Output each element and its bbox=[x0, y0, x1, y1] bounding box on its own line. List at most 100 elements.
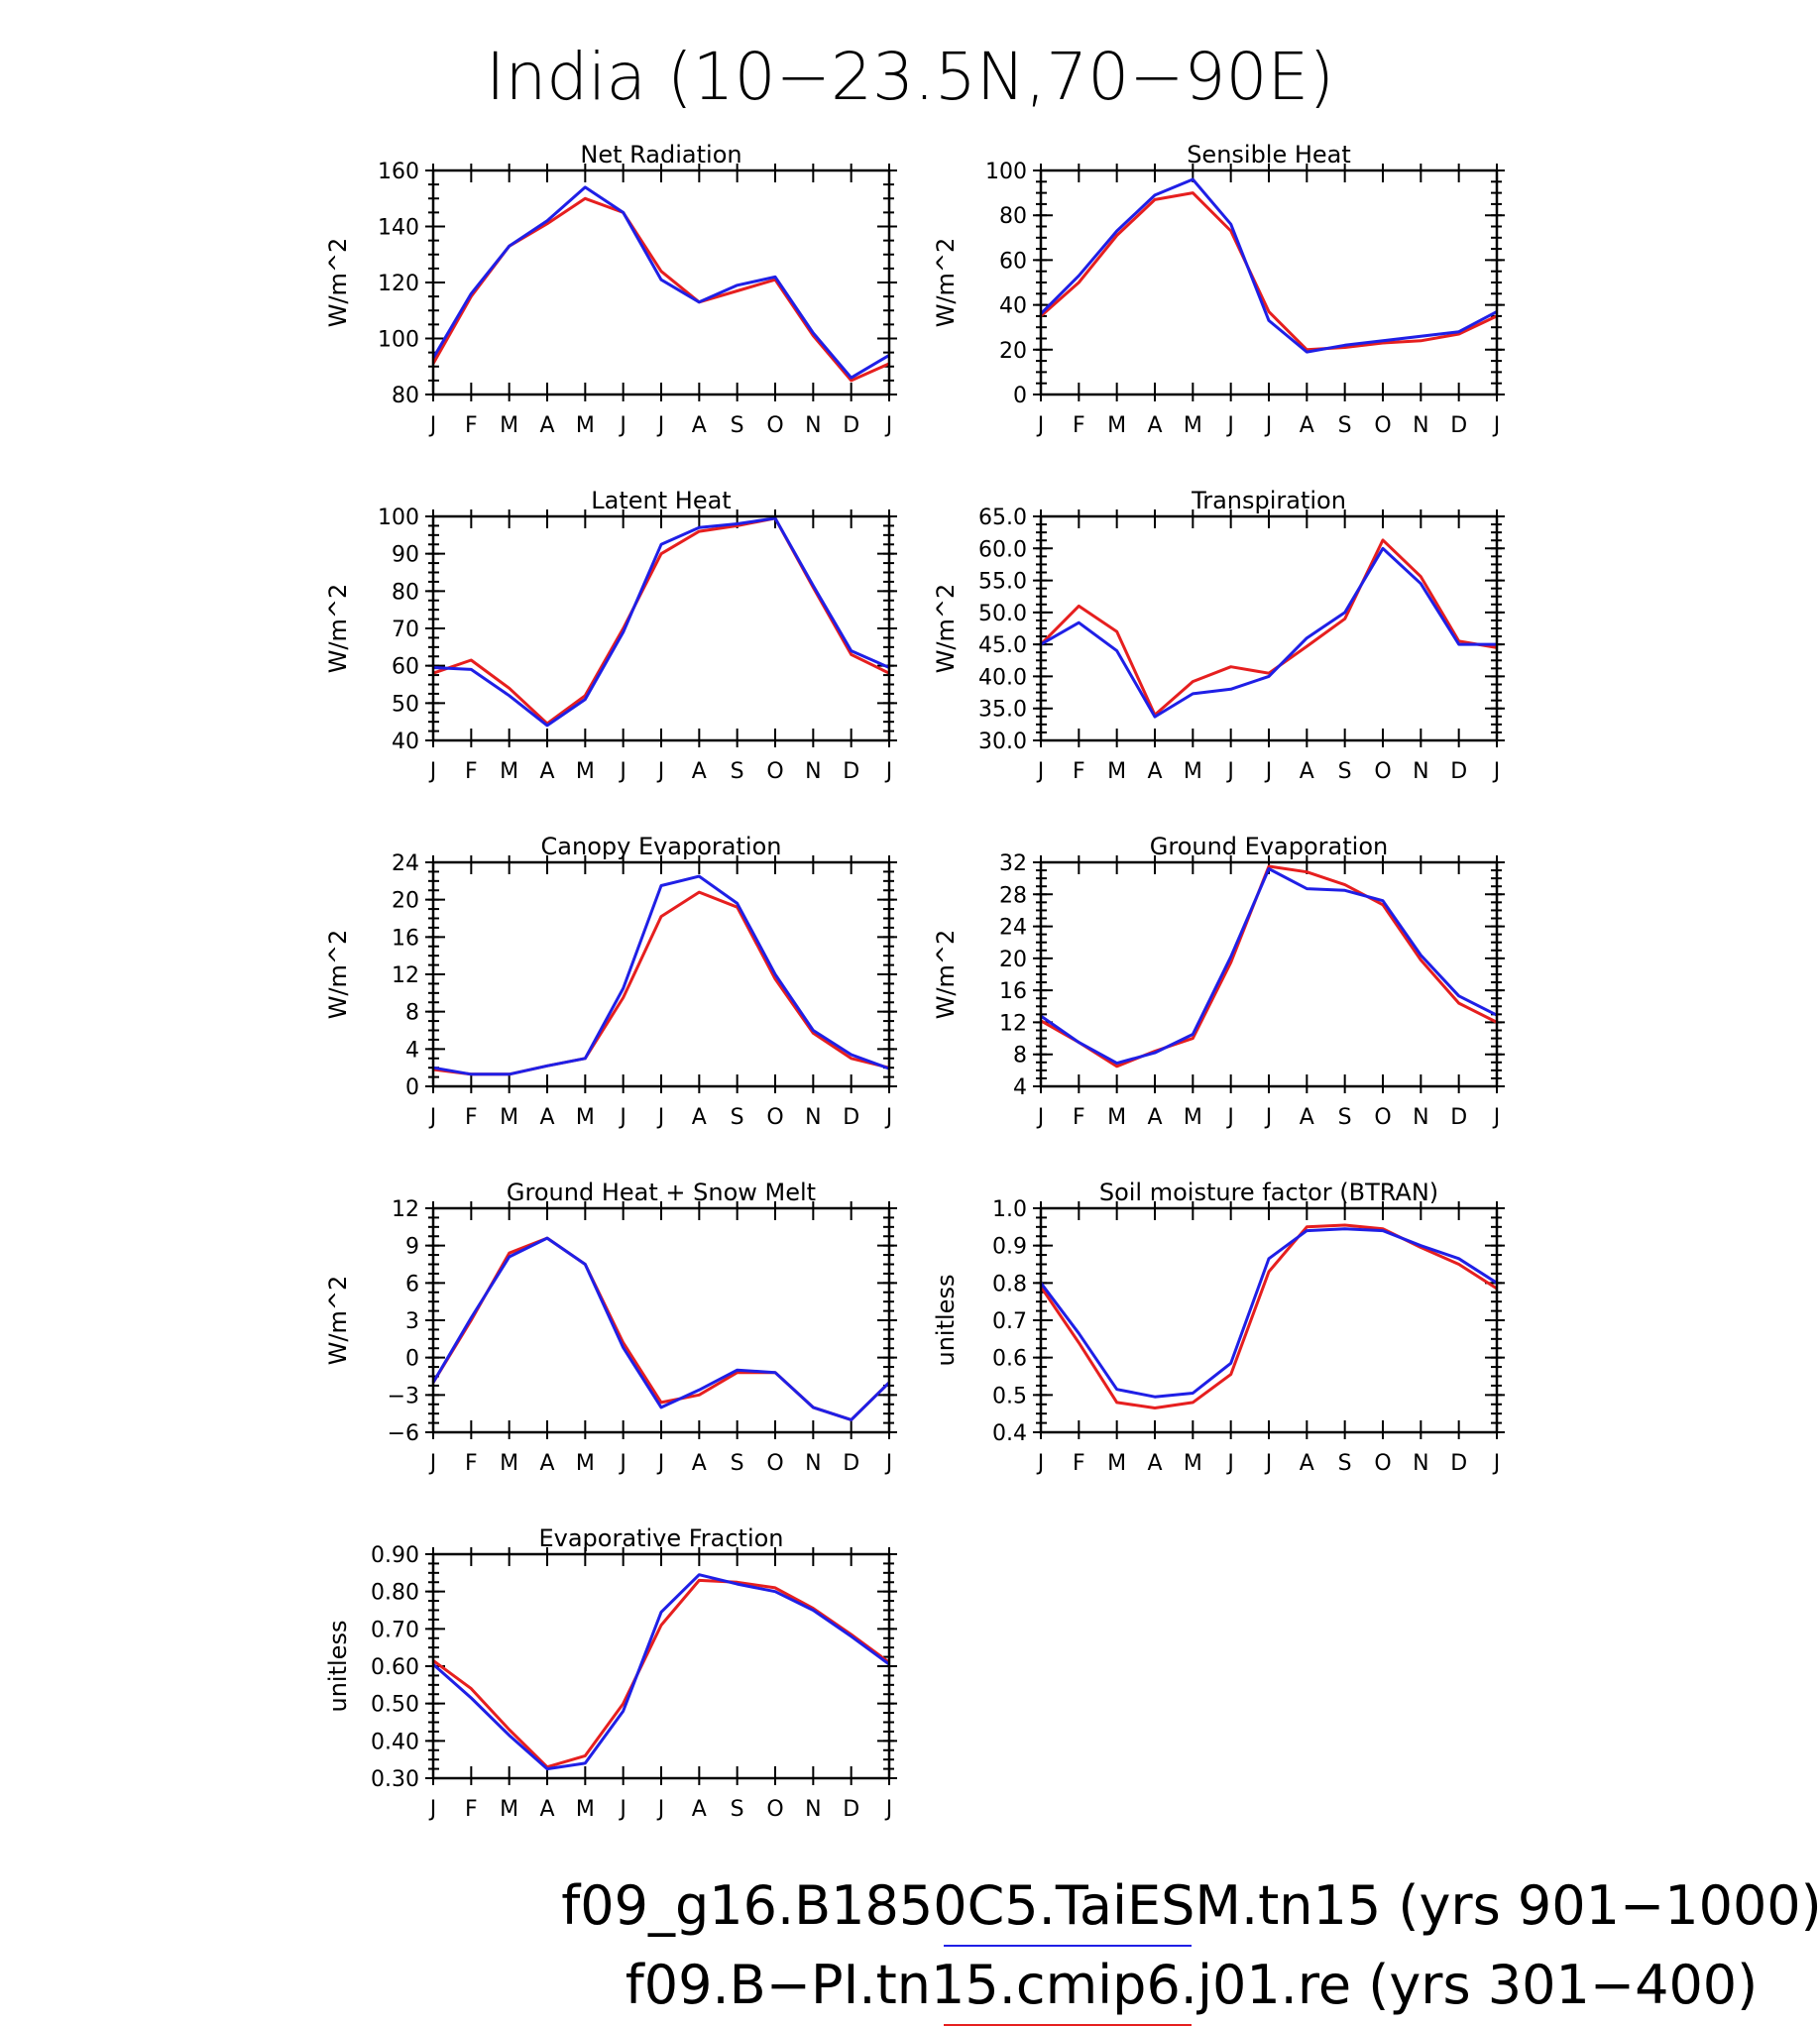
figure-title: India (10−23.5N,70−90E) bbox=[486, 39, 1334, 115]
x-tick-label: A bbox=[692, 1105, 707, 1130]
y-tick-label: 3 bbox=[405, 1309, 419, 1334]
x-tick-label: J bbox=[884, 1451, 893, 1476]
axis-ticks bbox=[1033, 164, 1505, 401]
x-tick-label: S bbox=[1338, 1451, 1352, 1476]
x-tick-label: J bbox=[1492, 1451, 1501, 1476]
x-tick-label: A bbox=[539, 1797, 554, 1822]
series-line-2 bbox=[432, 1573, 890, 1771]
y-axis-label: unitless bbox=[932, 1275, 960, 1367]
x-tick-label: D bbox=[1450, 1105, 1467, 1130]
x-tick-label: J bbox=[1264, 1451, 1273, 1476]
legend-label-2: f09.B−PI.tn15.cmip6.j01.re (yrs 301−400) bbox=[626, 1954, 1758, 2016]
series-line-2 bbox=[431, 185, 890, 380]
x-tick-label: S bbox=[731, 413, 744, 438]
x-tick-label: F bbox=[465, 1105, 478, 1130]
x-tick-label: O bbox=[766, 1451, 783, 1476]
x-tick-label: S bbox=[731, 759, 744, 784]
x-tick-label: A bbox=[692, 1451, 707, 1476]
x-tick-label: J bbox=[656, 759, 665, 784]
x-tick-label: A bbox=[1147, 759, 1162, 784]
y-tick-label: 100 bbox=[985, 160, 1027, 184]
x-tick-label: A bbox=[539, 413, 554, 438]
series-line-1 bbox=[432, 516, 890, 726]
plot-frame bbox=[431, 1206, 891, 1434]
y-tick-label: 0.60 bbox=[371, 1655, 419, 1680]
y-tick-label: 12 bbox=[392, 963, 419, 988]
x-tick-label: S bbox=[1338, 413, 1352, 438]
y-tick-label: 32 bbox=[999, 851, 1027, 876]
y-axis-label: W/m^2 bbox=[932, 930, 960, 1020]
x-tick-label: J bbox=[656, 1451, 665, 1476]
y-tick-label: 0.50 bbox=[371, 1693, 419, 1718]
x-tick-label: J bbox=[884, 1797, 893, 1822]
x-tick-label: J bbox=[1225, 1105, 1234, 1130]
plot-frame bbox=[1039, 514, 1499, 742]
x-tick-label: M bbox=[500, 759, 518, 784]
y-tick-label: 12 bbox=[392, 1197, 419, 1222]
x-tick-label: M bbox=[500, 1797, 518, 1822]
x-tick-label: N bbox=[1413, 1105, 1428, 1130]
y-tick-label: 80 bbox=[999, 204, 1027, 229]
x-tick-label: M bbox=[500, 413, 518, 438]
x-tick-label: D bbox=[1450, 413, 1467, 438]
series-line-1 bbox=[1040, 191, 1498, 352]
y-tick-label: 55.0 bbox=[978, 570, 1027, 595]
series-line-1 bbox=[431, 1236, 891, 1421]
y-tick-label: 0.70 bbox=[371, 1618, 419, 1642]
y-tick-label: 120 bbox=[378, 272, 419, 296]
y-tick-label: 60 bbox=[999, 249, 1027, 274]
plot-frame bbox=[431, 1552, 891, 1780]
y-tick-label: 80 bbox=[392, 580, 419, 605]
x-tick-label: A bbox=[1300, 413, 1314, 438]
y-tick-label: 45.0 bbox=[978, 633, 1027, 658]
series-line-1 bbox=[1040, 864, 1498, 1069]
x-tick-label: A bbox=[1147, 1105, 1162, 1130]
x-tick-label: M bbox=[576, 1797, 595, 1822]
x-tick-label: S bbox=[731, 1451, 744, 1476]
x-tick-label: J bbox=[618, 759, 626, 784]
x-tick-label: A bbox=[692, 1797, 707, 1822]
panel-transpiration: TranspirationW/m^230.035.040.045.050.055… bbox=[932, 487, 1505, 784]
x-tick-label: O bbox=[766, 413, 783, 438]
y-tick-label: 0 bbox=[1013, 384, 1027, 408]
y-axis-label: W/m^2 bbox=[932, 584, 960, 674]
y-tick-label: 0.4 bbox=[992, 1421, 1027, 1446]
y-tick-label: 60.0 bbox=[978, 537, 1027, 562]
series-line-2 bbox=[432, 516, 890, 728]
x-tick-label: F bbox=[465, 413, 478, 438]
series-line-1 bbox=[1039, 1223, 1498, 1409]
x-tick-label: M bbox=[1184, 1451, 1202, 1476]
y-tick-label: 40 bbox=[392, 730, 419, 754]
x-tick-label: M bbox=[1184, 759, 1202, 784]
x-tick-label: J bbox=[428, 413, 437, 438]
series-line-1 bbox=[1039, 538, 1498, 717]
y-tick-label: 0.5 bbox=[992, 1384, 1027, 1408]
series-line-1 bbox=[431, 196, 890, 383]
y-tick-label: 8 bbox=[1013, 1044, 1027, 1069]
y-tick-label: 16 bbox=[392, 926, 419, 951]
series-line-2 bbox=[432, 874, 890, 1076]
x-tick-label: N bbox=[805, 1451, 821, 1476]
y-tick-label: 0.90 bbox=[371, 1543, 419, 1568]
x-tick-label: N bbox=[805, 1105, 821, 1130]
y-tick-label: 24 bbox=[999, 916, 1027, 941]
x-tick-label: J bbox=[1264, 759, 1273, 784]
x-tick-label: A bbox=[1147, 413, 1162, 438]
x-tick-label: A bbox=[1300, 1105, 1314, 1130]
x-tick-label: A bbox=[539, 759, 554, 784]
x-tick-label: J bbox=[428, 759, 437, 784]
x-tick-label: D bbox=[1450, 759, 1467, 784]
y-tick-label: 20 bbox=[999, 339, 1027, 364]
y-tick-label: 30.0 bbox=[978, 730, 1027, 754]
series-line-1 bbox=[432, 1578, 890, 1769]
x-tick-label: M bbox=[576, 1451, 595, 1476]
y-tick-label: 35.0 bbox=[978, 698, 1027, 723]
x-tick-label: M bbox=[1184, 413, 1202, 438]
x-tick-label: J bbox=[656, 413, 665, 438]
x-tick-label: J bbox=[884, 759, 893, 784]
y-tick-label: 0.40 bbox=[371, 1730, 419, 1754]
x-tick-label: S bbox=[1338, 759, 1352, 784]
y-axis-label: W/m^2 bbox=[324, 1276, 352, 1366]
